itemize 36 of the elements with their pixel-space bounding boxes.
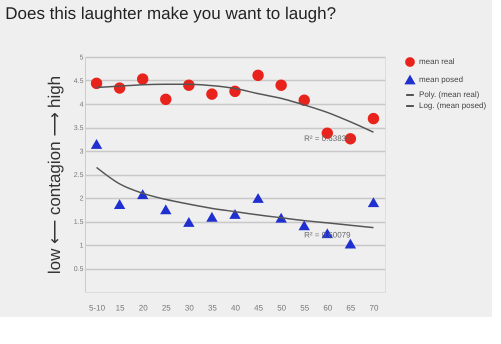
- point: [114, 199, 126, 210]
- x-tick-label: 5-10: [89, 304, 106, 312]
- x-tick-label: 15: [116, 304, 126, 312]
- point: [183, 217, 195, 227]
- x-tick-label: 25: [162, 304, 172, 312]
- y-axis-title: low ⟵ contagion ⟶ high: [44, 76, 64, 274]
- x-tick-label: 20: [138, 304, 148, 312]
- x-tick-label: 30: [184, 304, 194, 312]
- legend-label: Poly. (mean real): [419, 90, 480, 99]
- x-tick-label: 60: [323, 304, 333, 312]
- legend-label: Log. (mean posed): [419, 101, 486, 110]
- point: [90, 78, 102, 90]
- x-tick-label: 40: [231, 304, 240, 312]
- x-tick-label: 45: [254, 304, 264, 312]
- point: [275, 80, 287, 91]
- point: [344, 238, 356, 249]
- x-tick-label: 65: [346, 304, 356, 312]
- legend-label: mean real: [419, 57, 455, 66]
- point: [298, 220, 310, 230]
- point: [252, 193, 264, 203]
- point: [252, 70, 264, 82]
- x-tick-label: 70: [370, 304, 379, 312]
- point: [368, 112, 380, 124]
- chart-title: Does this laughter make you want to laugh?: [5, 4, 336, 23]
- x-tick-label: 35: [208, 304, 218, 312]
- point: [136, 73, 148, 85]
- point: [160, 94, 172, 105]
- point: [90, 139, 102, 149]
- legend-label: mean posed: [419, 75, 464, 84]
- point: [160, 204, 172, 214]
- point: [206, 212, 218, 222]
- point: [229, 209, 241, 219]
- point: [368, 197, 380, 208]
- x-tick-label: 55: [300, 304, 310, 312]
- x-tick-label: 50: [277, 304, 287, 312]
- point: [206, 88, 218, 100]
